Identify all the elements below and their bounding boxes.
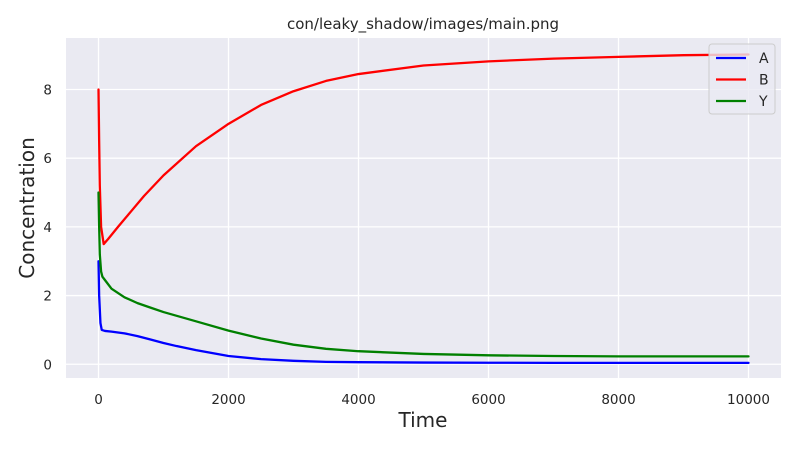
legend: ABY xyxy=(708,43,776,115)
series-line-a xyxy=(97,260,750,365)
series-line-b xyxy=(97,53,750,246)
series-line-y xyxy=(97,191,750,358)
x-tick-label: 10000 xyxy=(727,392,770,408)
x-tick-label: 0 xyxy=(94,392,103,408)
x-tick-label: 4000 xyxy=(341,392,375,408)
x-tick-labels: 0 2000 4000 6000 8000 10000 xyxy=(94,392,770,408)
y-tick-label: 2 xyxy=(43,289,52,305)
y-tick-label: 6 xyxy=(43,151,52,167)
x-tick-label: 6000 xyxy=(471,392,505,408)
legend-label-y: Y xyxy=(758,94,768,110)
x-axis-label: Time xyxy=(398,408,448,432)
series-layer xyxy=(97,53,750,365)
x-tick-label: 8000 xyxy=(601,392,635,408)
y-tick-label: 0 xyxy=(43,357,52,373)
x-tick-label: 2000 xyxy=(211,392,245,408)
grid-lines xyxy=(66,38,781,378)
y-axis-label: Concentration xyxy=(15,137,39,278)
legend-label-a: A xyxy=(759,51,769,67)
chart-title: con/leaky_shadow/images/main.png xyxy=(287,15,559,34)
y-tick-label: 4 xyxy=(43,220,52,236)
legend-label-b: B xyxy=(759,73,769,89)
plot-area xyxy=(66,38,781,378)
y-tick-labels: 0 2 4 6 8 xyxy=(43,83,52,374)
y-tick-label: 8 xyxy=(43,83,52,99)
